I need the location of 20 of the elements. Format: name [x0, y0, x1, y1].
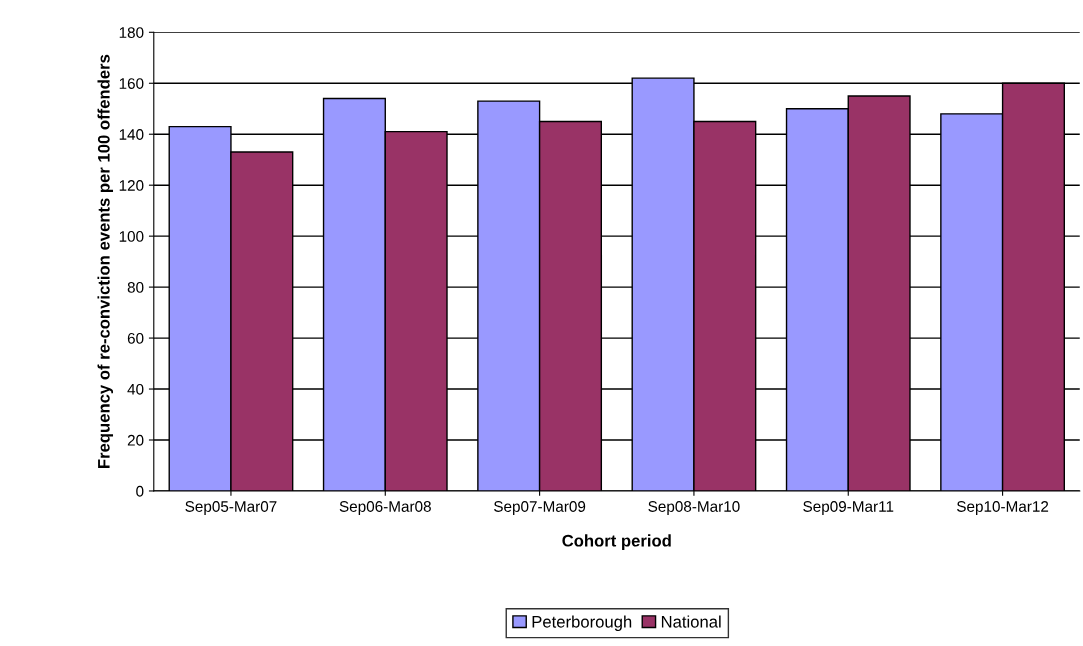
y-tick-label: 180	[119, 27, 144, 38]
y-tick-label: 140	[119, 129, 144, 140]
y-tick-label: 160	[119, 78, 144, 89]
y-tick-label: 120	[119, 180, 144, 191]
y-tick-label: 100	[119, 231, 144, 242]
y-tick-label: 0	[136, 485, 144, 497]
y-tick-label: 20	[127, 434, 144, 446]
x-tick-label: Sep09-Mar11	[803, 501, 894, 515]
x-axis-title: Cohort period	[562, 534, 671, 550]
y-tick-label: 40	[127, 383, 144, 395]
y-tick-label: 80	[127, 281, 144, 293]
y-axis-title: Frequency of re-conviction events per 100 offenders	[97, 54, 114, 468]
x-tick-label: Sep08-Mar10	[648, 501, 740, 515]
x-tick-label: Sep06-Mar08	[339, 501, 431, 515]
y-tick-label: 60	[127, 332, 144, 344]
legend-label: Peterborough	[532, 615, 632, 631]
x-tick-label: Sep05-Mar07	[185, 501, 277, 515]
x-tick-label: Sep07-Mar09	[494, 501, 586, 515]
legend-label: National	[661, 615, 721, 628]
x-tick-label: Sep10-Mar12	[957, 501, 1049, 515]
